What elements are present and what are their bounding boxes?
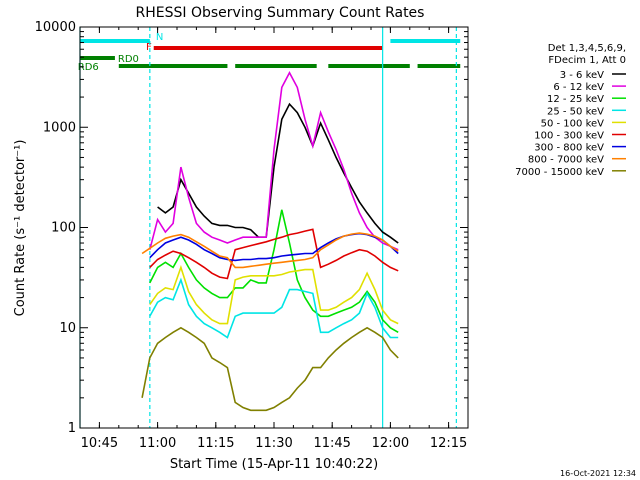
x-tick-label-5: 12:00 [372, 436, 409, 451]
series-lines [141, 70, 399, 412]
y-tick-label-3: 1000 [43, 120, 76, 135]
legend-label-4: 50 - 100 keV [541, 118, 605, 129]
series-line-2 [149, 209, 399, 333]
y-tick-label-4: 10000 [35, 20, 76, 35]
legend-label-3: 25 - 50 keV [547, 106, 604, 117]
legend-label-1: 6 - 12 keV [553, 82, 604, 93]
flag-label-f: F [146, 42, 152, 53]
x-tick-label-2: 11:15 [197, 436, 234, 451]
series-line-3 [149, 277, 399, 339]
x-tick-label-6: 12:15 [430, 436, 467, 451]
legend-header-0: Det 1,3,4,5,6,9, [548, 43, 626, 54]
series-line-4 [149, 264, 399, 325]
series-line-5 [149, 228, 399, 280]
timestamp: 16-Oct-2021 12:34 [560, 469, 636, 478]
x-tick-label-0: 10:45 [81, 436, 118, 451]
legend-label-0: 3 - 6 keV [560, 70, 604, 81]
x-axis: 10:45 11:00 11:15 11:30 11:45 12:00 12:15 [79, 27, 469, 451]
flag-label-rd6: RD6 [78, 62, 99, 73]
series-line-7 [141, 232, 399, 269]
chart-title: RHESSI Observing Summary Count Rates [136, 5, 425, 21]
y-tick-label-0: 1 [68, 421, 76, 436]
series-line-1 [149, 70, 399, 251]
y-axis: 1 10 100 1000 10000 [35, 20, 468, 436]
flag-bars: NF RD0 RD6 [78, 32, 461, 73]
flag-label-rd0: RD0 [118, 54, 139, 65]
x-tick-label-3: 11:30 [255, 436, 292, 451]
flag-label-n: N [156, 32, 163, 43]
y-tick-label-1: 10 [59, 321, 76, 336]
legend-label-5: 100 - 300 keV [534, 131, 604, 142]
legend-label-7: 800 - 7000 keV [528, 155, 604, 166]
x-tick-label-4: 11:45 [313, 436, 350, 451]
legend-label-2: 12 - 25 keV [547, 94, 604, 105]
legend: Det 1,3,4,5,6,9,FDecim 1, Att 0 3 - 6 keV… [515, 43, 626, 178]
series-line-0 [157, 102, 399, 244]
legend-label-6: 300 - 800 keV [534, 143, 604, 154]
y-tick-label-2: 100 [51, 221, 76, 236]
x-tick-label-1: 11:00 [139, 436, 176, 451]
y-axis-label: Count Rate (s⁻¹ detector⁻¹) [13, 140, 28, 317]
x-axis-label: Start Time (15-Apr-11 10:40:22) [170, 457, 378, 472]
legend-header-1: FDecim 1, Att 0 [548, 55, 626, 66]
series-line-8 [141, 326, 399, 412]
legend-label-8: 7000 - 15000 keV [515, 167, 604, 178]
